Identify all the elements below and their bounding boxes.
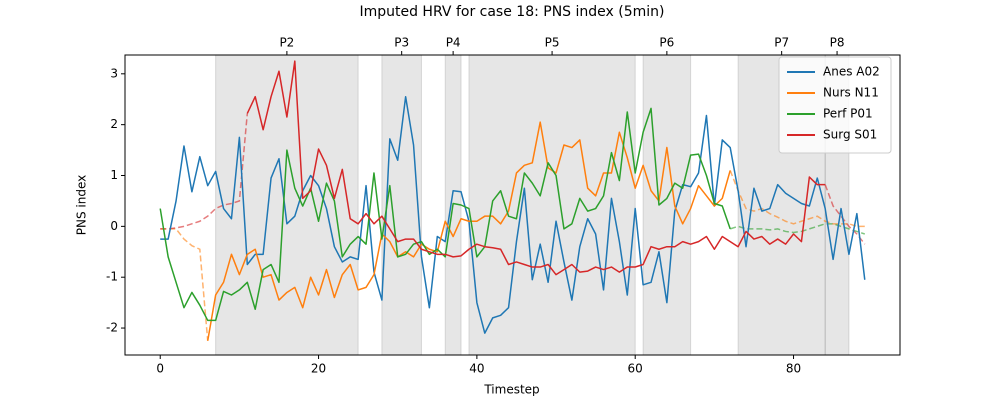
period-label: P3 bbox=[394, 36, 409, 50]
period-label: P6 bbox=[659, 36, 674, 50]
x-tick-label: 80 bbox=[786, 362, 801, 376]
legend-label: Perf P01 bbox=[823, 107, 873, 121]
period-label: P8 bbox=[830, 36, 845, 50]
imputed-line bbox=[729, 223, 866, 235]
x-tick-label: 40 bbox=[469, 362, 484, 376]
y-tick-label: 3 bbox=[110, 66, 118, 80]
x-tick-label: 20 bbox=[311, 362, 326, 376]
y-tick-label: -2 bbox=[106, 321, 118, 335]
period-span bbox=[468, 54, 636, 356]
y-axis-label: PNS index bbox=[75, 175, 89, 235]
chart-title: Imputed HRV for case 18: PNS index (5min… bbox=[359, 4, 664, 20]
y-tick-label: 2 bbox=[110, 117, 118, 131]
imputed-line bbox=[160, 170, 865, 341]
period-span bbox=[381, 54, 422, 356]
period-label: P4 bbox=[446, 36, 461, 50]
plot-frame bbox=[124, 54, 901, 356]
y-tick-label: 1 bbox=[110, 168, 118, 182]
y-tick-label: 0 bbox=[110, 219, 118, 233]
period-label: P7 bbox=[774, 36, 789, 50]
period-label: P2 bbox=[279, 36, 294, 50]
period-label: P5 bbox=[545, 36, 560, 50]
imputed-line bbox=[160, 113, 866, 245]
legend-box bbox=[778, 56, 892, 154]
x-tick-label: 60 bbox=[628, 362, 643, 376]
legend-label: Nurs N11 bbox=[823, 86, 879, 100]
series-line bbox=[206, 121, 731, 341]
x-tick-label: 0 bbox=[156, 362, 164, 376]
period-span bbox=[642, 54, 692, 356]
period-span bbox=[215, 54, 359, 356]
y-tick-label: -1 bbox=[106, 270, 118, 284]
series-line bbox=[246, 60, 826, 276]
series-line bbox=[160, 95, 866, 334]
series-line bbox=[159, 107, 731, 322]
x-axis-label: Timestep bbox=[483, 383, 539, 397]
legend-label: Anes A02 bbox=[823, 65, 880, 79]
legend-label: Surg S01 bbox=[823, 128, 877, 142]
